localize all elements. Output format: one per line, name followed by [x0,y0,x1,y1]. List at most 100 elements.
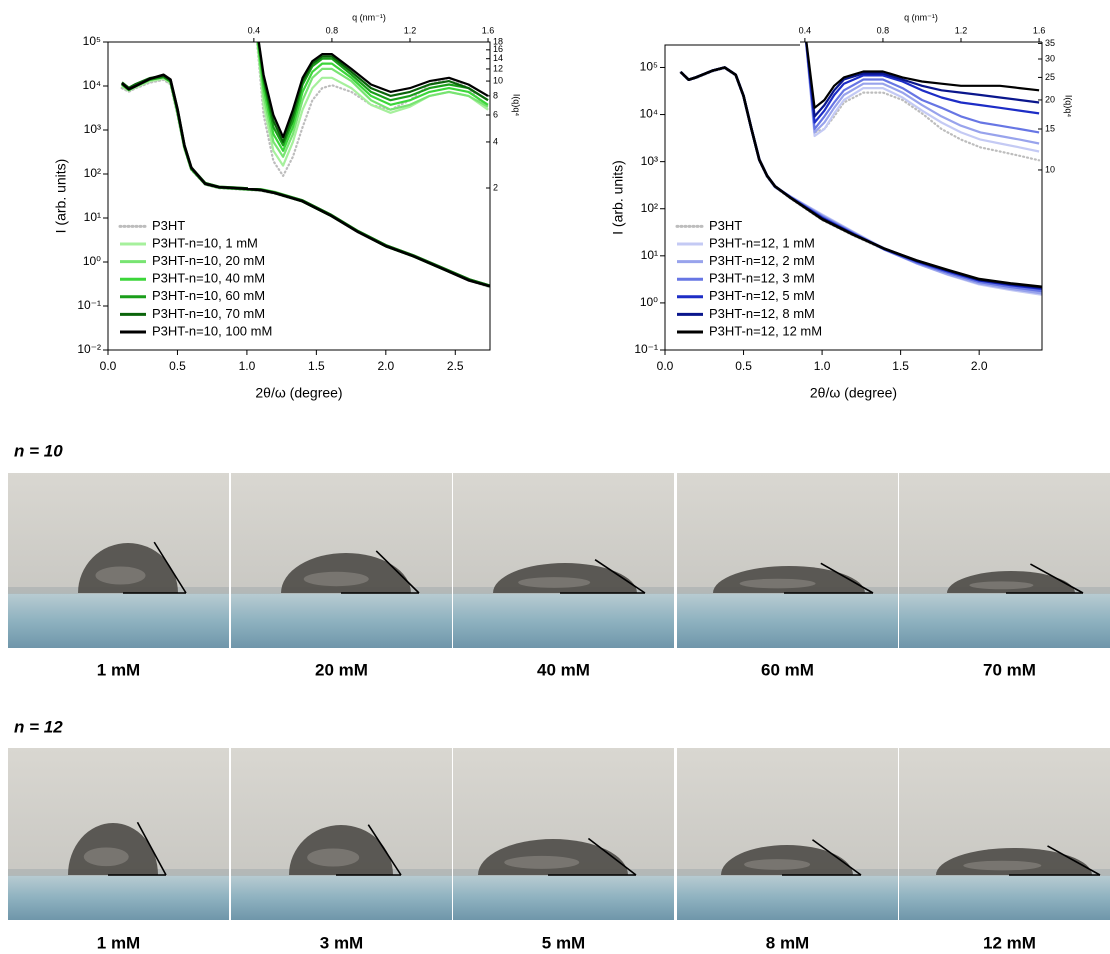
y-tick-label: 15 [1045,123,1055,133]
x-tick-label: 2.5 [447,359,464,373]
data-line [804,42,1040,153]
x-axis-label: 2θ/ω (degree) [255,385,342,401]
photo [677,748,898,920]
photo [677,473,898,648]
data-line [257,42,489,143]
photo [899,748,1110,920]
y-tick-label: 10² [84,166,101,180]
angle-line [587,837,637,876]
data-line [805,42,1040,109]
photo-substrate [899,875,1110,920]
photo-substrate [231,593,452,648]
droplet-highlight [963,860,1042,871]
data-line [256,42,489,152]
x-tick-label: 0.4 [248,25,261,35]
x-tick-label: 1.6 [482,25,495,35]
angle-line [1030,563,1084,594]
y-tick-label: 10³ [84,122,101,136]
droplet-highlight [303,571,369,587]
data-line [257,42,489,147]
y-tick-label: 10 [1045,164,1055,174]
data-line [804,42,1040,134]
x-tick-label: 0.8 [877,25,890,35]
droplet-highlight [95,566,146,585]
y-tick-label: 10⁴ [639,107,658,121]
photo-label: 12 mM [983,933,1036,952]
y-tick-label: 10⁻¹ [634,342,658,356]
y-tick-label: 6 [493,109,498,119]
angle-line [594,559,646,594]
droplet-highlight [307,848,360,867]
data-line [121,73,490,288]
photo [8,748,229,920]
droplet-highlight [969,581,1034,590]
angle-line [1047,845,1101,876]
x-tick-label: 1.6 [1033,25,1046,35]
photo-substrate [453,593,674,648]
photo [453,473,674,648]
photo-substrate [677,593,898,648]
x-tick-label: 0.8 [326,25,339,35]
photo [231,748,452,920]
legend-label: P3HT-n=10, 20 mM [152,253,265,268]
data-line [805,42,1040,118]
x-axis-label: q (nm⁻¹) [352,12,386,22]
inset-background [248,42,490,188]
y-tick-label: 10³ [641,154,658,168]
photo-substrate [677,875,898,920]
y-tick-label: 10¹ [641,248,658,262]
photo-substrate [453,875,674,920]
legend-label: P3HT-n=12, 1 mM [709,235,815,250]
y-tick-label: 10⁰ [640,295,658,309]
y-tick-label: 16 [493,44,503,54]
y-tick-label: 35 [1045,38,1055,48]
angle-line [153,541,187,594]
y-tick-label: 10⁻² [77,342,101,356]
legend-label: P3HT-n=12, 3 mM [709,271,815,286]
legend-label: P3HT-n=12, 2 mM [709,253,815,268]
photo [899,473,1110,648]
x-tick-label: 0.5 [735,359,752,373]
droplet-highlight [83,847,129,867]
x-tick-label: 1.0 [814,359,831,373]
x-tick-label: 1.5 [308,359,325,373]
droplet-highlight [744,859,811,870]
x-tick-label: 1.0 [239,359,256,373]
legend-label: P3HT-n=12, 5 mM [709,288,815,303]
x-tick-label: 2.0 [971,359,988,373]
y-axis-label: I (arb. units) [610,160,626,235]
y-tick-label: 20 [1045,94,1055,104]
data-line [679,66,1042,289]
photo-label: 3 mM [320,933,363,952]
droplet-highlight [518,577,591,588]
data-line [804,42,1041,162]
y-tick-label: 10⁻¹ [77,298,101,312]
legend-label: P3HT [709,218,742,233]
y-tick-label: 10¹ [84,210,101,224]
x-tick-label: 1.5 [892,359,909,373]
photo-label: 20 mM [315,660,368,679]
legend-label: P3HT-n=10, 40 mM [152,271,265,286]
photo-label: 60 mM [761,660,814,679]
legend-label: P3HT-n=10, 70 mM [152,306,265,321]
angle-line [375,550,420,594]
y-tick-label: 12 [493,63,503,73]
x-axis-label: 2θ/ω (degree) [810,385,897,401]
legend-label: P3HT-n=10, 1 mM [152,235,258,250]
legend-label: P3HT-n=10, 60 mM [152,288,265,303]
y-tick-label: 4 [493,136,498,146]
row-title: n = 10 [14,441,63,460]
angle-line [812,839,862,876]
angle-line [136,821,167,876]
photo [231,473,452,648]
legend-label: P3HT [152,218,185,233]
y-tick-label: 18 [493,36,503,46]
y-tick-label: 10⁰ [83,254,101,268]
data-line [257,42,489,139]
photo-label: 1 mM [97,660,140,679]
x-tick-label: 0.5 [169,359,186,373]
y-axis-label: I(q)q⁴ [1064,95,1074,118]
y-tick-label: 14 [493,53,503,63]
photo-label: 8 mM [766,933,809,952]
